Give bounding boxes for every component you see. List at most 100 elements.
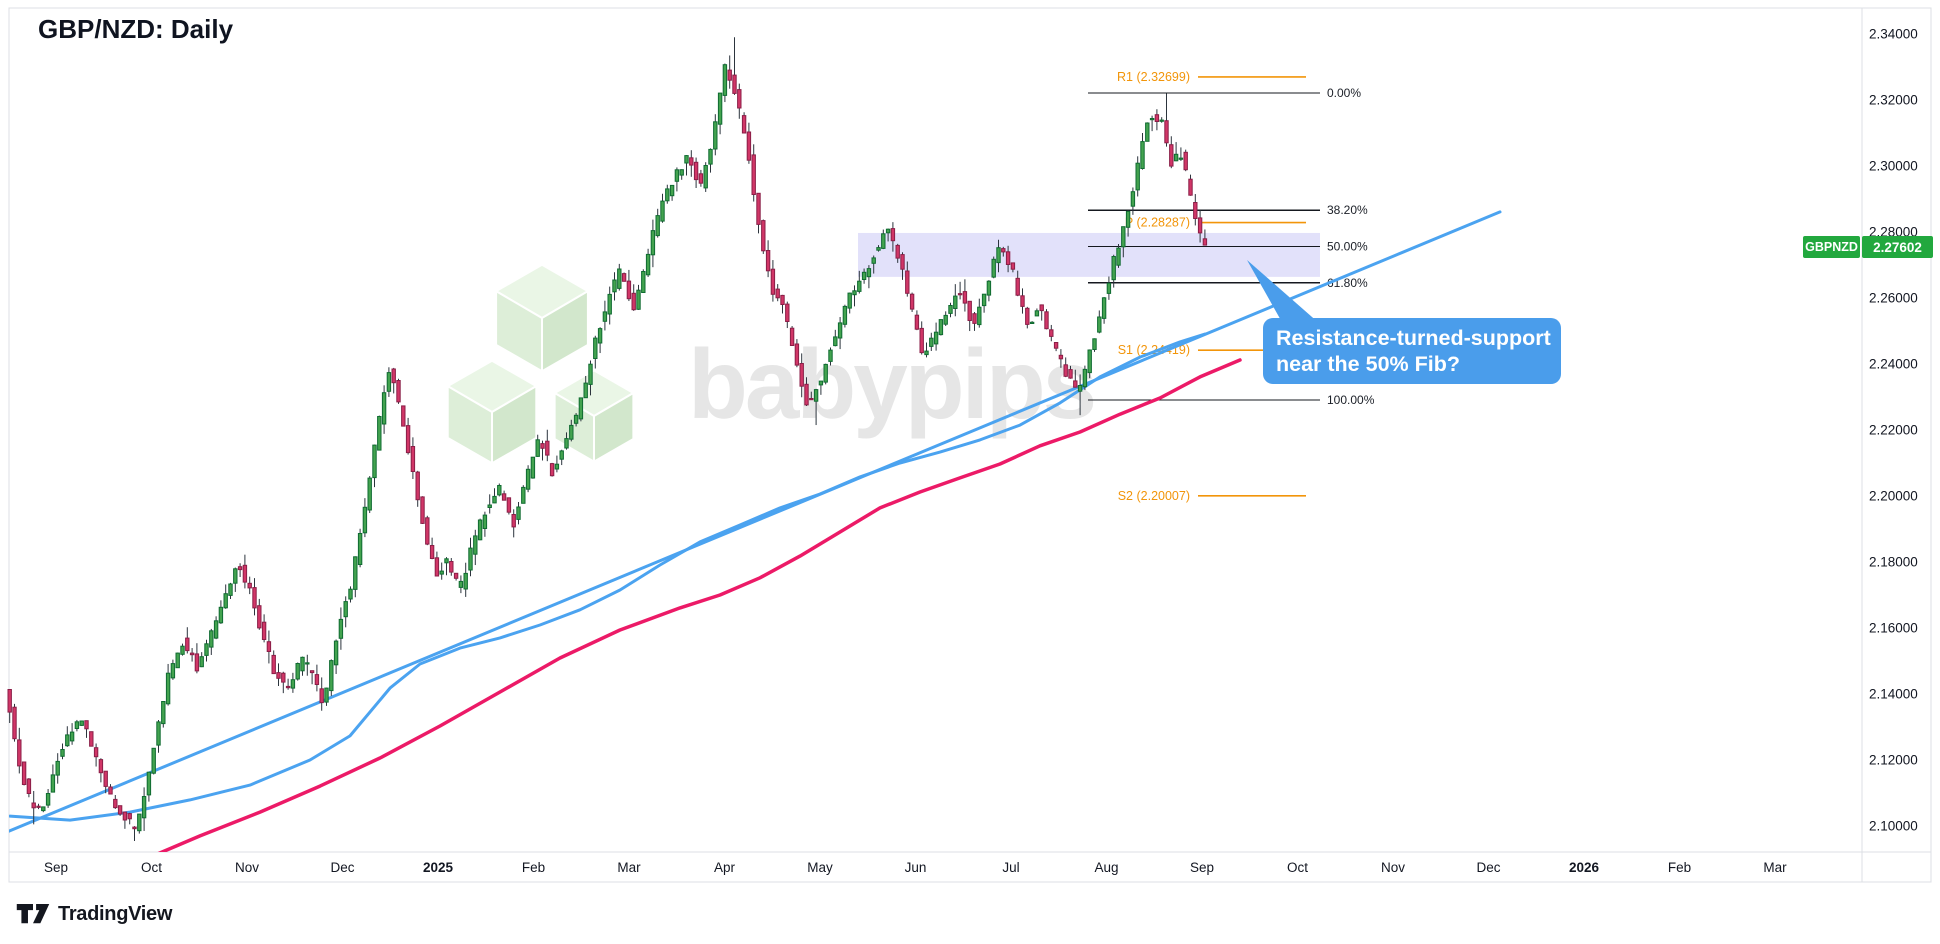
time-axis-label: Dec xyxy=(1476,860,1501,875)
candle-body xyxy=(141,796,147,819)
candle-body xyxy=(1101,297,1107,319)
candle-body xyxy=(578,397,584,420)
candle-body xyxy=(50,774,56,793)
candle-body xyxy=(765,250,771,272)
price-tick: 2.10000 xyxy=(1869,818,1918,834)
time-axis-label: Mar xyxy=(617,860,641,875)
candle-body xyxy=(401,405,406,427)
time-axis-label: Nov xyxy=(234,860,260,875)
callout-box[interactable]: Resistance-turned-support near the 50% F… xyxy=(1263,318,1561,384)
candle-body xyxy=(1001,248,1006,253)
candle-body xyxy=(1154,114,1160,122)
candle-body xyxy=(737,89,742,109)
candle-body xyxy=(165,672,171,705)
candle-body xyxy=(170,663,176,679)
candle-body xyxy=(7,689,12,713)
candle-body xyxy=(329,660,334,692)
time-axis-label: Feb xyxy=(1667,860,1692,875)
chart-border xyxy=(8,7,1932,883)
candle-body xyxy=(1097,316,1102,333)
candle-body xyxy=(1130,191,1136,207)
candle-body xyxy=(1125,210,1131,228)
candle-body xyxy=(895,244,900,259)
candle-body xyxy=(684,155,689,164)
candle-body xyxy=(1025,307,1030,325)
candle-body xyxy=(905,270,910,294)
candle-body xyxy=(31,802,36,809)
candle-body xyxy=(122,811,128,821)
pivot-label: P (2.28287) xyxy=(1125,216,1190,230)
candle-body xyxy=(151,747,156,774)
fib-retracement[interactable]: 0.00%38.20%50.00%61.80%100.00% xyxy=(1088,86,1375,407)
candle-body xyxy=(396,380,401,403)
candle-body xyxy=(415,471,420,501)
candle-body xyxy=(381,392,387,425)
candle-body xyxy=(549,463,555,477)
time-axis-label: Nov xyxy=(1380,860,1406,875)
candle-body xyxy=(516,506,521,520)
candle-body xyxy=(161,701,166,725)
pink-sma-line xyxy=(157,358,1242,852)
candle-body xyxy=(751,154,756,195)
time-axis-label: Sep xyxy=(43,860,69,875)
candle-body xyxy=(261,621,267,641)
candle-body xyxy=(127,813,132,820)
candle-body xyxy=(1188,178,1193,196)
time-axis-label: Feb xyxy=(521,860,546,875)
candle-body xyxy=(1159,119,1164,122)
candle-body xyxy=(953,295,958,310)
candle-body xyxy=(698,173,704,184)
babypips-cubes-logo xyxy=(445,263,636,466)
price-tick: 2.32000 xyxy=(1869,92,1918,108)
candle-body xyxy=(713,121,718,150)
candle-body xyxy=(1020,295,1025,307)
time-axis-label: Oct xyxy=(1286,860,1309,875)
candle-body xyxy=(1073,380,1078,388)
candle-body xyxy=(847,292,852,309)
time-axis-label: Jul xyxy=(1002,860,1020,875)
candle-body xyxy=(703,165,708,189)
candle-body xyxy=(36,805,41,808)
candle-body xyxy=(1140,141,1145,170)
candle-body xyxy=(809,398,814,401)
candle-body xyxy=(314,674,320,685)
time-axis-label: Oct xyxy=(140,860,163,875)
candle-body xyxy=(343,601,348,618)
candle-body xyxy=(113,798,118,809)
candle-body xyxy=(1197,217,1203,234)
candle-body xyxy=(271,654,276,675)
candle-body xyxy=(645,253,651,276)
price-tick: 2.34000 xyxy=(1869,26,1918,42)
candle-body xyxy=(453,572,459,579)
time-axis-label: Sep xyxy=(1189,860,1215,875)
candle-body xyxy=(617,268,622,289)
candle-body xyxy=(1063,364,1068,377)
candle-body xyxy=(223,593,228,609)
candle-body xyxy=(362,506,368,534)
candle-body xyxy=(1149,118,1155,121)
candle-body xyxy=(823,363,828,383)
moving-averages xyxy=(9,210,1502,852)
candle-body xyxy=(914,314,920,330)
candle-body xyxy=(669,184,675,197)
candle-body xyxy=(535,439,540,457)
pivot-label: R1 (2.32699) xyxy=(1117,70,1190,84)
candle-body xyxy=(233,568,238,584)
candle-body xyxy=(1173,153,1179,162)
candle-body xyxy=(679,169,684,176)
candle-body xyxy=(367,477,372,511)
callout-pointer xyxy=(1247,260,1320,324)
candle-body xyxy=(1005,251,1011,266)
candle-body xyxy=(1183,151,1188,171)
candle-body xyxy=(1015,277,1020,296)
tradingview-logo[interactable]: TradingView xyxy=(16,901,172,927)
time-axis-label: Aug xyxy=(1094,860,1119,875)
candle-body xyxy=(439,570,444,575)
fib-label: 100.00% xyxy=(1327,393,1375,407)
candle-body xyxy=(180,645,185,655)
candle-body xyxy=(636,289,641,310)
candle-body xyxy=(717,92,723,125)
callout-tail xyxy=(1247,260,1320,324)
candle-body xyxy=(199,656,204,668)
